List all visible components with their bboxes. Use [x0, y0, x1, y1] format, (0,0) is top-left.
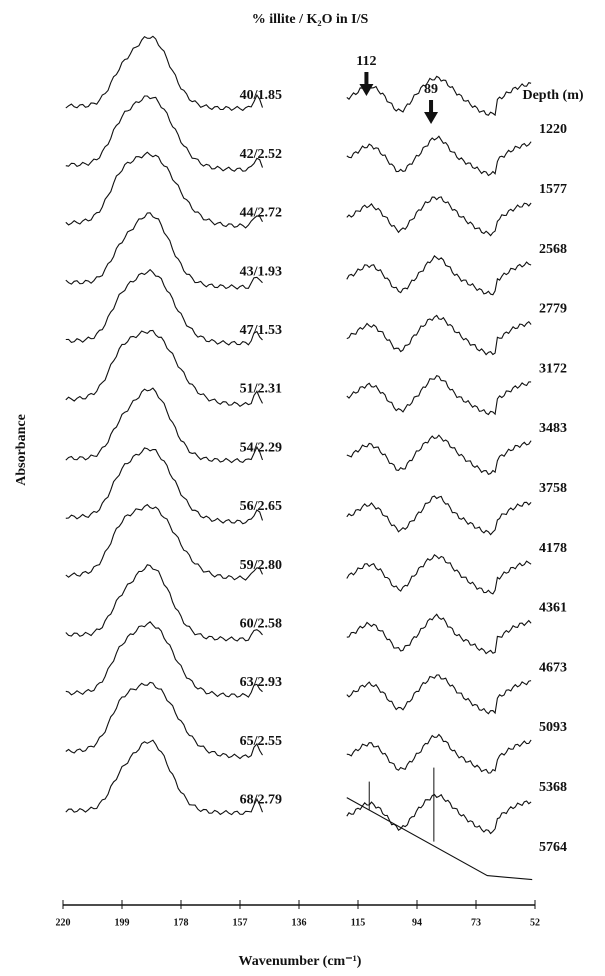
depth-label: 1220 — [539, 122, 567, 137]
sample-label: 56/2.65 — [240, 499, 282, 514]
sample-label: 63/2.93 — [240, 675, 282, 690]
depth-label: 3172 — [539, 361, 567, 376]
spectrum-right — [346, 554, 532, 595]
spectrum-right — [346, 314, 532, 356]
depth-label: 2568 — [539, 242, 567, 257]
spectrum-right — [346, 613, 532, 655]
x-tick-label: 73 — [471, 917, 481, 928]
sample-label: 59/2.80 — [240, 558, 282, 573]
x-tick-label: 136 — [292, 917, 307, 928]
x-tick-label: 94 — [412, 917, 422, 928]
spectrum-left — [65, 151, 263, 229]
spectrum-right — [346, 375, 532, 416]
spectrum-right — [346, 733, 532, 774]
depth-label: 5093 — [539, 720, 567, 735]
spectrum-right — [346, 196, 532, 237]
depth-label: 4361 — [539, 601, 567, 616]
sample-label: 51/2.31 — [240, 382, 282, 397]
y-axis-label: Absorbance — [14, 414, 29, 486]
sample-label: 47/1.53 — [240, 323, 282, 338]
depth-label: 2779 — [539, 302, 567, 317]
x-axis-label: Wavenumber (cm⁻¹) — [239, 954, 362, 969]
spectrum-left — [65, 268, 263, 346]
spectrum-right — [346, 793, 532, 835]
arrow-head — [424, 112, 439, 124]
depth-header: Depth (m) — [522, 88, 583, 103]
spectrum-left — [65, 739, 264, 816]
x-tick-label: 52 — [530, 917, 540, 928]
depth-label: 1577 — [539, 182, 567, 197]
spectrum-left — [65, 95, 264, 172]
spectrum-left — [65, 503, 263, 581]
peak-label: 112 — [356, 54, 376, 69]
sample-label: 68/2.79 — [240, 793, 282, 808]
spectrum-left — [65, 212, 263, 290]
peak-label: 89 — [424, 82, 438, 97]
spectrum-right — [346, 434, 532, 475]
spectrum-left — [65, 329, 263, 407]
depth-label: 5764 — [539, 840, 567, 855]
sample-label: 42/2.52 — [240, 147, 282, 162]
arrow-head — [359, 84, 374, 96]
spectrum-right — [346, 75, 532, 117]
depth-label: 4673 — [539, 660, 567, 675]
x-tick-label: 199 — [115, 917, 130, 928]
spectrum-left — [65, 447, 264, 525]
spectrum-left — [65, 564, 263, 642]
spectrum-left — [65, 35, 264, 112]
spectrum-left — [65, 621, 263, 698]
chart-title: % illite / K₂O in I/S — [252, 12, 369, 27]
sample-label: 44/2.72 — [240, 206, 282, 221]
x-tick-label: 220 — [56, 917, 71, 928]
spectrum-left — [65, 681, 263, 760]
depth-label: 4178 — [539, 541, 567, 556]
spectrum-left — [65, 387, 264, 464]
depth-label: 3483 — [539, 421, 567, 436]
sample-label: 43/1.93 — [240, 264, 282, 279]
sample-label: 60/2.58 — [240, 617, 282, 632]
baseline-construction — [346, 797, 533, 881]
depth-label: 3758 — [539, 481, 567, 496]
depth-label: 5368 — [539, 780, 567, 795]
sample-label: 54/2.29 — [240, 440, 282, 455]
x-tick-label: 115 — [351, 917, 365, 928]
spectrum-right — [346, 674, 532, 715]
spectrum-right — [346, 495, 532, 536]
spectrum-right — [346, 254, 532, 296]
spectrum-right — [346, 135, 532, 177]
x-tick-label: 157 — [233, 917, 248, 928]
x-tick-label: 178 — [174, 917, 189, 928]
sample-label: 65/2.55 — [240, 734, 282, 749]
sample-label: 40/1.85 — [240, 88, 282, 103]
